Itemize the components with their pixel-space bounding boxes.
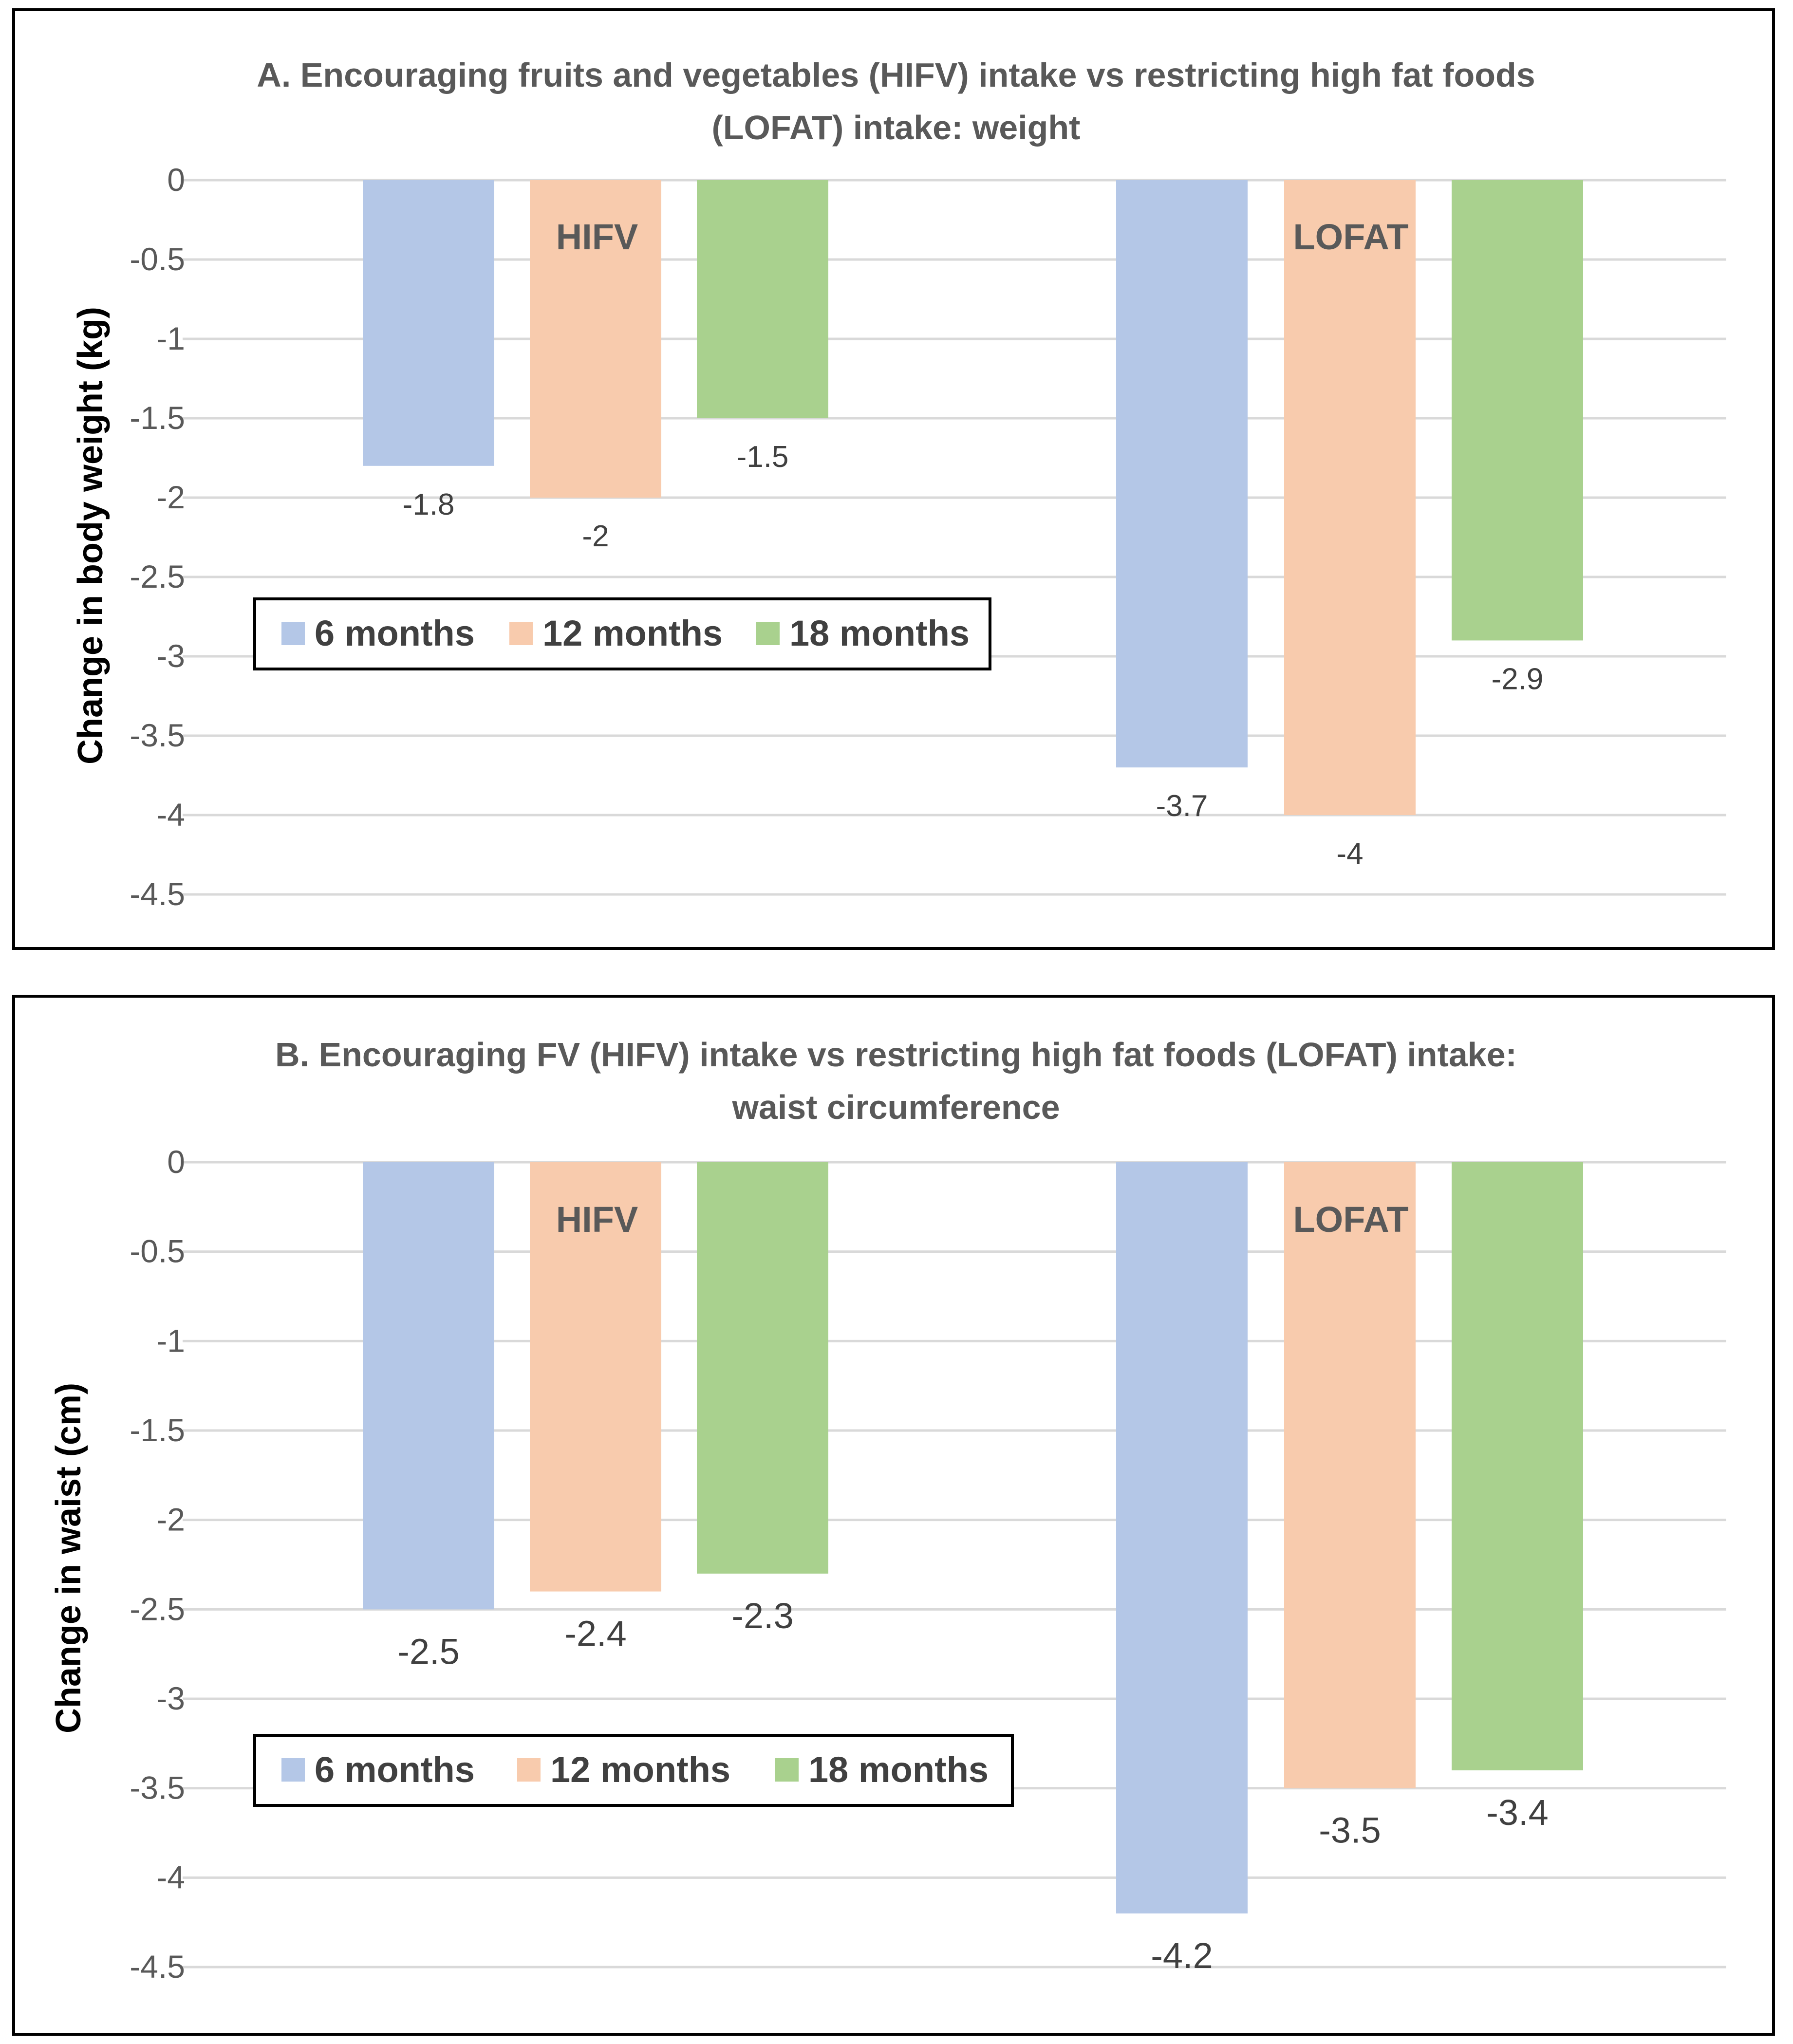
panel-b-y-tick-label: -1 [156, 1322, 185, 1358]
panel-a-data-labels: -1.8 -3.7 -2 -4 -1.5 -2.9 [403, 440, 1544, 871]
panel-b-y-tick-label: 0 [167, 1144, 185, 1180]
panel-a-y-tick-label: -4.5 [130, 876, 185, 912]
panel-b-data-label-hifv-6-months: -2.5 [397, 1631, 460, 1672]
panel-b-bar-lofat-12-months [1284, 1162, 1416, 1788]
panel-b-legend-label-12-months: 12 months [550, 1749, 730, 1790]
panel-a-bars [363, 180, 1583, 815]
panel-a-y-tick-label: -2.5 [130, 558, 185, 595]
panel-a-title-line-1: A. Encouraging fruits and vegetables (HI… [257, 56, 1535, 94]
panel-b-category-label-hifv: HIFV [556, 1199, 638, 1240]
panel-b-data-label-lofat-6-months: -4.2 [1151, 1935, 1213, 1976]
panel-b-bar-hifv-18-months [697, 1162, 828, 1574]
panel-a-y-axis-label: Change in body weight (kg) [71, 307, 110, 764]
panel-b-y-tick-label: -2.5 [130, 1591, 185, 1627]
panel-a-bar-hifv-12-months [530, 180, 661, 498]
panel-b-category-label-lofat: LOFAT [1293, 1199, 1408, 1240]
panel-a-data-label-lofat-18-months: -2.9 [1492, 662, 1544, 696]
panel-b-bar-lofat-18-months [1452, 1162, 1583, 1770]
panel-b-legend-label-18-months: 18 months [808, 1749, 989, 1790]
panel-b-y-axis-label: Change in waist (cm) [49, 1383, 88, 1733]
panel-b-title-line-1: B. Encouraging FV (HIFV) intake vs restr… [275, 1036, 1517, 1074]
panel-a-data-label-lofat-12-months: -4 [1336, 837, 1363, 871]
panel-b-legend-box [253, 1734, 1014, 1807]
panel-a-bar-hifv-18-months [697, 180, 828, 418]
panel-a-legend-label-12-months: 12 months [542, 613, 723, 653]
panel-b-y-tick-label: -1.5 [130, 1412, 185, 1448]
panel-a-legend-label-6-months: 6 months [315, 613, 475, 653]
panel-a-title-line-2: (LOFAT) intake: weight [711, 109, 1080, 147]
panel-a-bar-lofat-6-months [1116, 180, 1248, 768]
panel-a-legend-label-18-months: 18 months [789, 613, 970, 653]
panel-b-bar-hifv-12-months [530, 1162, 661, 1592]
panel-a-legend: 6 months 12 months 18 months [253, 597, 991, 670]
panel-b-legend-swatch-18-months [775, 1758, 799, 1782]
panel-b-data-label-hifv-12-months: -2.4 [564, 1614, 627, 1654]
panel-a-y-tick-label: -4 [156, 797, 185, 833]
panel-a-y-tick-label: -3.5 [130, 717, 185, 753]
panel-a-legend-swatch-6-months [281, 622, 305, 645]
panel-a-y-tick-label: -3 [156, 638, 185, 674]
panel-a-legend-swatch-18-months [756, 622, 780, 645]
panel-a-bar-lofat-18-months [1452, 180, 1583, 641]
panel-b-y-tick-label: -4.5 [130, 1949, 185, 1985]
panel-a-y-tick-label: -1.5 [130, 400, 185, 436]
panel-a-y-ticks: 0 -0.5 -1 -1.5 -2 -2.5 -3 -3.5 -4 -4.5 [130, 162, 185, 912]
panel-a-y-tick-label: -1 [156, 320, 185, 356]
panel-a-data-label-lofat-6-months: -3.7 [1156, 789, 1208, 823]
panel-b-legend: 6 months 12 months 18 months [253, 1734, 1014, 1807]
panel-b-data-label-lofat-18-months: -3.4 [1486, 1792, 1549, 1833]
panel-b-data-label-lofat-12-months: -3.5 [1319, 1810, 1381, 1851]
panel-b-title-line-2: waist circumference [731, 1088, 1060, 1126]
panel-a-data-label-hifv-6-months: -1.8 [403, 488, 455, 521]
panel-b-y-tick-label: -2 [156, 1502, 185, 1538]
panel-a-bar-lofat-12-months [1284, 180, 1416, 815]
panel-b-y-tick-label: -0.5 [130, 1233, 185, 1269]
panel-b-bars [363, 1162, 1583, 1914]
panel-b: B. Encouraging FV (HIFV) intake vs restr… [12, 995, 1775, 2036]
panel-a-data-label-hifv-18-months: -1.5 [737, 440, 789, 474]
panel-a-category-label-hifv: HIFV [556, 217, 638, 257]
panel-a-legend-swatch-12-months [509, 622, 533, 645]
panel-b-y-tick-label: -3 [156, 1680, 185, 1716]
panel-b-legend-swatch-12-months [517, 1758, 541, 1782]
panel-a-y-tick-label: 0 [167, 162, 185, 198]
panel-a-legend-box [253, 597, 991, 670]
panel-b-data-labels: -2.5 -4.2 -2.4 -3.5 -2.3 -3.4 [397, 1596, 1549, 1976]
panel-b-y-ticks: 0 -0.5 -1 -1.5 -2 -2.5 -3 -3.5 -4 -4.5 [130, 1144, 185, 1985]
panel-a-bar-hifv-6-months [363, 180, 494, 466]
panel-a-data-label-hifv-12-months: -2 [582, 520, 609, 553]
panel-b-y-tick-label: -3.5 [130, 1770, 185, 1806]
panel-b-data-label-hifv-18-months: -2.3 [731, 1596, 794, 1636]
panel-b-bar-hifv-6-months [363, 1162, 494, 1610]
panel-a-y-tick-label: -0.5 [130, 241, 185, 277]
panel-b-y-tick-label: -4 [156, 1859, 185, 1895]
panel-b-legend-swatch-6-months [281, 1758, 305, 1782]
panel-a-y-tick-label: -2 [156, 479, 185, 515]
panel-b-legend-label-6-months: 6 months [315, 1749, 475, 1790]
panel-a: A. Encouraging fruits and vegetables (HI… [12, 8, 1775, 950]
panel-a-category-label-lofat: LOFAT [1293, 217, 1408, 257]
panel-b-bar-lofat-6-months [1116, 1162, 1248, 1914]
